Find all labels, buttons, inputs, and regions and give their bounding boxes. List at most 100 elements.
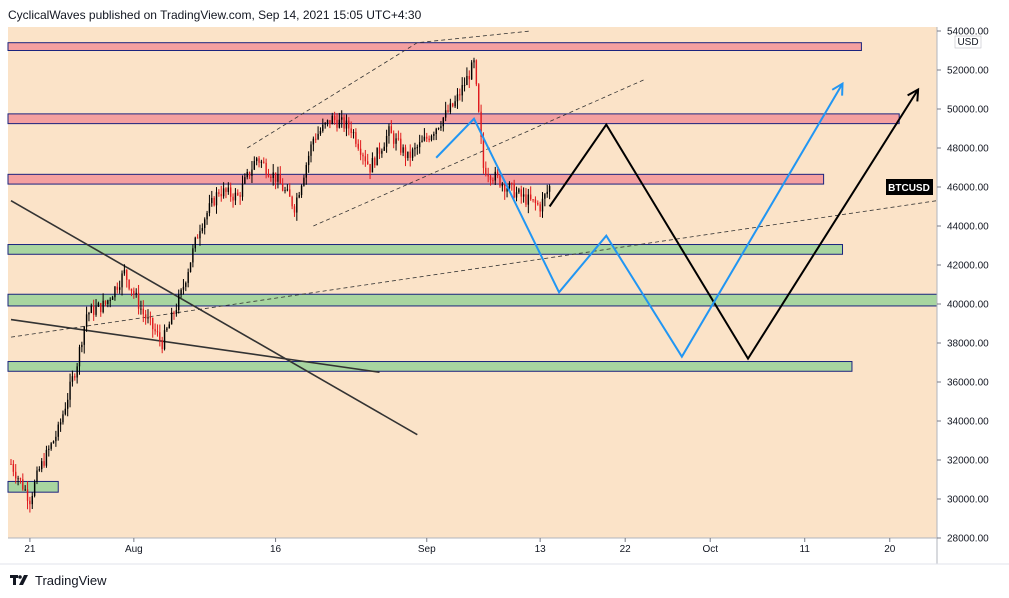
candle-body (428, 138, 430, 141)
candle-body (126, 269, 128, 280)
candle-body (206, 212, 208, 220)
candle-body (475, 60, 478, 85)
candle-body (107, 300, 109, 305)
candle-body (237, 192, 239, 196)
candle-body (225, 188, 227, 192)
candle-body (234, 192, 237, 201)
candle-body (480, 111, 482, 137)
candle-body (59, 422, 62, 425)
candle-body (178, 294, 180, 311)
candle-body (369, 164, 371, 173)
candle-body (341, 117, 343, 120)
candle-body (196, 237, 199, 239)
projection-paths (435, 81, 920, 361)
dashed-channel-line (10, 200, 938, 338)
candle-body (118, 287, 121, 290)
candle-body (310, 144, 312, 156)
candle-body (350, 128, 352, 134)
trendline (10, 199, 418, 436)
candle-body (95, 306, 97, 315)
candle-body (241, 183, 244, 197)
candle-body (147, 317, 149, 319)
candle-body (366, 161, 369, 165)
candle-body (24, 489, 26, 491)
candle-body (423, 136, 426, 141)
candle-body (331, 115, 333, 125)
candle-body (173, 312, 175, 315)
time-tick-label: Sep (418, 544, 436, 555)
candle-body (135, 292, 137, 295)
candle-body (430, 135, 433, 141)
candle-body (303, 177, 305, 186)
candle-body (352, 132, 355, 134)
price-tick-label: 50000.00 (947, 105, 989, 116)
candle-body (149, 317, 152, 319)
candle-body (22, 479, 24, 490)
candle-body (244, 177, 246, 184)
candle-body (400, 138, 402, 153)
candle-body (213, 197, 215, 206)
candle-body (248, 171, 251, 176)
candle-body (43, 461, 45, 466)
candle-body (522, 194, 525, 197)
time-tick-label: 21 (24, 544, 36, 555)
candle-body (293, 206, 296, 213)
resistance-zone (7, 113, 900, 125)
candle-body (442, 117, 444, 127)
candle-body (182, 286, 185, 290)
candle-body (348, 120, 350, 129)
candle-body (414, 147, 416, 150)
candle-body (114, 286, 116, 298)
candle-body (227, 187, 230, 192)
candle-body (102, 300, 104, 313)
candle-body (478, 84, 480, 112)
price-tick-label: 42000.00 (947, 261, 989, 272)
candle-body (284, 190, 286, 192)
candle-body (144, 314, 147, 319)
candle-body (482, 136, 485, 168)
candle-body (81, 344, 83, 348)
candle-body (390, 126, 393, 134)
candle-body (78, 347, 81, 367)
candle-body (518, 189, 520, 193)
publish-header: CyclicalWaves published on TradingView.c… (8, 8, 422, 22)
candle-body (74, 376, 76, 378)
candle-body (109, 299, 111, 301)
candle-body (163, 330, 166, 350)
candle-body (140, 308, 142, 310)
footer-brand[interactable]: TradingView (35, 572, 107, 588)
black-projection-path (548, 88, 919, 361)
candle-body (404, 147, 407, 158)
price-tick-label: 44000.00 (947, 222, 989, 233)
candle-body (312, 138, 315, 145)
candle-body (407, 151, 409, 158)
candle-body (69, 381, 71, 400)
candle-body (544, 194, 546, 199)
candle-body (291, 196, 293, 207)
candle-body (19, 478, 22, 480)
candle-body (199, 231, 201, 239)
resistance-zone (7, 42, 862, 52)
candle-body (296, 197, 298, 213)
candle-body (298, 195, 300, 198)
time-axis[interactable]: 21 Aug 16 Sep 13 22 Oct 11 20 (0, 537, 1009, 565)
candle-body (215, 192, 218, 206)
candle-body (383, 146, 385, 151)
candle-body (307, 155, 310, 166)
candle-body (289, 189, 291, 197)
candle-body (454, 101, 456, 107)
price-candles (10, 57, 551, 513)
candle-body (265, 162, 267, 175)
candle-body (92, 305, 95, 315)
price-axis[interactable]: 28000.00 30000.00 32000.00 34000.00 36000.00… (936, 27, 989, 565)
symbol-badge (886, 179, 933, 195)
candle-body (494, 171, 496, 181)
candle-body (324, 122, 326, 125)
candle-body (409, 151, 411, 158)
candle-body (128, 279, 130, 289)
candle-body (189, 262, 192, 273)
candle-body (88, 312, 90, 315)
price-tick-label: 54000.00 (947, 27, 989, 38)
candle-body (499, 175, 501, 187)
